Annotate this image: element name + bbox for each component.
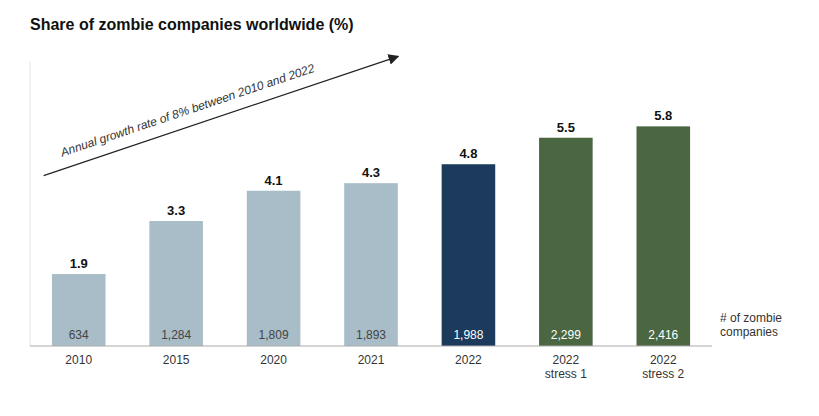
count-label: 1,988 <box>453 328 483 342</box>
count-label: 634 <box>69 328 89 342</box>
x-tick-label: 2010 <box>65 353 92 367</box>
count-label: 1,284 <box>161 328 191 342</box>
bar <box>539 138 593 346</box>
labels: 1.9 634 3.3 1,284 4.1 1,809 4.3 1,893 4.8 1,988 5.… <box>69 108 679 342</box>
x-tick-label: 2015 <box>163 353 190 367</box>
bar <box>149 221 203 346</box>
count-label: 2,416 <box>648 328 678 342</box>
data-label: 5.5 <box>557 120 575 135</box>
chart: Share of zombie companies worldwide (%) 1… <box>0 0 819 416</box>
x-tick-label: 2021 <box>358 353 385 367</box>
counts-label: # of zombiecompanies <box>720 311 782 339</box>
bar <box>247 191 301 346</box>
bar <box>636 126 690 346</box>
bars <box>52 126 690 346</box>
annotation-arrow <box>44 56 399 175</box>
x-axis-line <box>30 346 712 347</box>
title: Share of zombie companies worldwide (%) <box>30 16 354 33</box>
x-tick-label: 2020 <box>260 353 287 367</box>
annotation: Annual growth rate of 8% between 2010 an… <box>58 61 317 160</box>
bar <box>442 164 496 346</box>
data-label: 4.3 <box>362 165 380 180</box>
bar <box>344 183 398 346</box>
data-label: 5.8 <box>654 108 672 123</box>
count-label: 1,893 <box>356 328 386 342</box>
bar <box>52 274 106 346</box>
x-tick-label: 2022 <box>455 353 482 367</box>
y-axis-line <box>30 62 31 346</box>
data-label: 1.9 <box>70 256 88 271</box>
data-label: 4.1 <box>265 173 283 188</box>
count-label: 1,809 <box>259 328 289 342</box>
data-label: 3.3 <box>167 203 185 218</box>
x-tick-label: 2022stress 2 <box>642 353 684 381</box>
data-label: 4.8 <box>459 146 477 161</box>
count-label: 2,299 <box>551 328 581 342</box>
x-tick-label: 2022stress 1 <box>545 353 587 381</box>
